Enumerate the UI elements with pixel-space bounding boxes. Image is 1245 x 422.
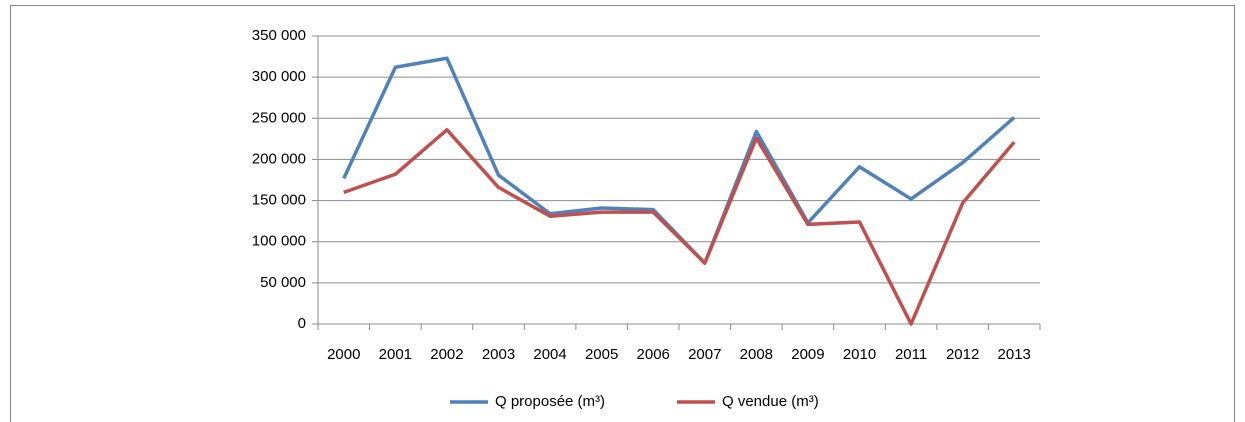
y-tick-label: 150 000 [252, 192, 306, 209]
y-tick-label: 250 000 [252, 109, 306, 126]
x-tick-label: 2008 [740, 346, 773, 363]
x-tick-label: 2002 [430, 346, 463, 363]
y-tick-label: 350 000 [252, 27, 306, 44]
y-tick-label: 50 000 [260, 274, 306, 291]
x-tick-label: 2013 [998, 346, 1031, 363]
x-tick-label: 2007 [688, 346, 721, 363]
x-tick-label: 2000 [327, 346, 360, 363]
x-tick-label: 2011 [895, 346, 927, 363]
legend-label: Q vendue (m³) [722, 393, 819, 410]
x-tick-label: 2009 [791, 346, 824, 363]
series-line [342, 56, 1016, 265]
x-tick-label: 2003 [482, 346, 515, 363]
x-tick-label: 2006 [637, 346, 670, 363]
series-line [343, 128, 1016, 326]
chart-frame [10, 5, 1235, 422]
y-tick-label: 0 [298, 315, 306, 332]
y-tick-label: 200 000 [252, 150, 306, 167]
x-tick-label: 2010 [843, 346, 876, 363]
x-tick-label: 2012 [946, 346, 979, 363]
x-tick-label: 2004 [533, 346, 566, 363]
x-tick-label: 2005 [585, 346, 618, 363]
y-tick-label: 300 000 [252, 68, 306, 85]
legend-label: Q proposée (m³) [495, 393, 605, 410]
y-tick-label: 100 000 [252, 233, 306, 250]
x-tick-label: 2001 [379, 346, 412, 363]
